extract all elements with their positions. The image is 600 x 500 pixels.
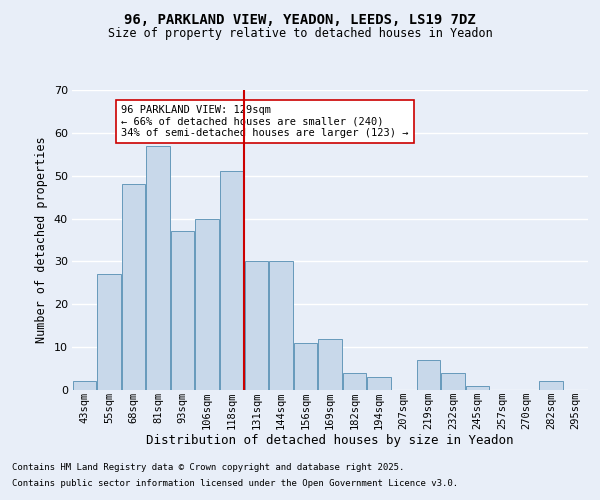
Text: Contains HM Land Registry data © Crown copyright and database right 2025.: Contains HM Land Registry data © Crown c… [12,464,404,472]
Bar [269,262,293,390]
Text: 96, PARKLAND VIEW, YEADON, LEEDS, LS19 7DZ: 96, PARKLAND VIEW, YEADON, LEEDS, LS19 7… [124,12,476,26]
Bar [294,343,317,390]
Bar [319,338,341,390]
Bar [245,262,268,390]
Bar [367,377,391,390]
Bar [220,172,244,390]
Text: Size of property relative to detached houses in Yeadon: Size of property relative to detached ho… [107,28,493,40]
Bar [343,373,366,390]
Bar [416,360,440,390]
Bar [171,232,194,390]
Bar [441,373,464,390]
Bar [466,386,489,390]
Bar [97,274,121,390]
Text: 96 PARKLAND VIEW: 129sqm
← 66% of detached houses are smaller (240)
34% of semi-: 96 PARKLAND VIEW: 129sqm ← 66% of detach… [121,105,409,138]
Text: Contains public sector information licensed under the Open Government Licence v3: Contains public sector information licen… [12,478,458,488]
Bar [73,382,96,390]
Bar [122,184,145,390]
Bar [146,146,170,390]
Y-axis label: Number of detached properties: Number of detached properties [35,136,48,344]
X-axis label: Distribution of detached houses by size in Yeadon: Distribution of detached houses by size … [146,434,514,448]
Bar [539,382,563,390]
Bar [196,218,219,390]
